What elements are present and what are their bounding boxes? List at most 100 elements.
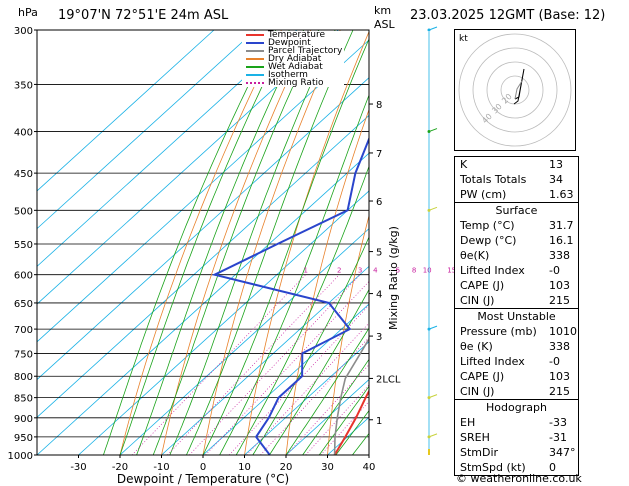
index-row: CIN (J) 215 xyxy=(455,384,578,399)
location-title: 19°07'N 72°51'E 24m ASL xyxy=(58,8,229,23)
index-value: -31 xyxy=(549,431,567,444)
legend-swatch xyxy=(246,58,264,60)
height-unit-label: km xyxy=(374,4,392,17)
surface-section-title: Surface xyxy=(495,204,538,217)
index-key: StmDir xyxy=(460,446,499,459)
index-row: θe(K) 338 xyxy=(455,248,578,263)
index-value: 1.63 xyxy=(549,188,574,201)
isotherm-line xyxy=(202,303,369,455)
x-axis-label: Dewpoint / Temperature (°C) xyxy=(117,472,289,486)
index-key: PW (cm) xyxy=(460,188,507,201)
mixing-ratio-label: 10 xyxy=(423,267,432,275)
isotherm-line xyxy=(78,190,369,455)
pressure-tick-label: 550 xyxy=(14,240,33,251)
pressure-unit-label: hPa xyxy=(18,6,38,19)
index-value: 34 xyxy=(549,173,563,186)
mixing-ratio-line xyxy=(205,280,369,455)
height-tick-label: 5 xyxy=(376,248,382,259)
height-unit-label-asl: ASL xyxy=(374,18,395,31)
wet-adiabat-line xyxy=(219,94,369,455)
legend-swatch xyxy=(246,34,264,36)
legend-label: Isotherm xyxy=(268,70,308,80)
hodograph-trace-light xyxy=(514,80,523,100)
dry-adiabat-line xyxy=(368,447,369,455)
pressure-tick-label: 450 xyxy=(14,169,33,180)
wind-barb-dot xyxy=(427,396,431,400)
wind-barb-dot xyxy=(427,327,431,331)
mixing-ratio-line xyxy=(228,304,369,455)
index-row: StmSpd (kt) 0 xyxy=(455,460,578,475)
height-tick-label: 8 xyxy=(376,100,382,111)
mixing-ratio-label: 2 xyxy=(337,267,341,275)
mixing-ratio-label: 6 xyxy=(395,267,400,275)
legend-item: Parcel Trajectory xyxy=(244,47,342,56)
pressure-tick-label: 650 xyxy=(14,299,33,310)
index-key: θe (K) xyxy=(460,340,493,353)
pressure-tick-label: 350 xyxy=(14,80,33,91)
index-value: 0 xyxy=(549,461,556,474)
chart-legend: Temperature Dewpoint Parcel Trajectory Dry … xyxy=(242,31,345,88)
valid-time-title: 23.03.2025 12GMT (Base: 12) xyxy=(410,8,606,23)
pressure-tick-label: 400 xyxy=(14,128,33,139)
legend-item: Dewpoint xyxy=(244,39,342,48)
series-line-temperature xyxy=(333,389,369,455)
index-value: -0 xyxy=(549,264,560,277)
legend-item: Isotherm xyxy=(244,70,342,80)
index-value: 338 xyxy=(549,340,570,353)
index-key: Lifted Index xyxy=(460,355,525,368)
index-value: 103 xyxy=(549,279,570,292)
index-value: 103 xyxy=(549,370,570,383)
height-tick-label: 4 xyxy=(376,290,382,301)
index-row: CIN (J) 215 xyxy=(455,293,578,308)
index-value: 215 xyxy=(549,385,570,398)
isotherm-line xyxy=(37,30,298,267)
index-value: 16.1 xyxy=(549,234,574,247)
mixing-ratio-label: 4 xyxy=(373,267,378,275)
isotherm-line xyxy=(37,114,369,418)
temperature-tick-label: 30 xyxy=(321,462,334,473)
index-row: K 13 xyxy=(455,157,578,172)
isotherm-line xyxy=(161,265,369,455)
legend-label: Dry Adiabat xyxy=(268,54,322,64)
mixing-ratio-axis-label: Mixing Ratio (g/kg) xyxy=(387,226,400,330)
wet-adiabat-line xyxy=(285,327,369,455)
legend-swatch xyxy=(246,66,264,68)
wet-adiabat-line xyxy=(202,37,369,455)
temperature-tick-label: -20 xyxy=(112,462,128,473)
pressure-tick-label: 950 xyxy=(14,433,33,444)
legend-swatch xyxy=(246,74,264,76)
wet-adiabat-line xyxy=(103,30,277,455)
index-row: Temp (°C) 31.7 xyxy=(455,218,578,233)
wet-adiabat-line xyxy=(269,288,369,455)
index-value: 13 xyxy=(549,158,563,171)
index-value: 215 xyxy=(549,294,570,307)
mixing-ratio-label: 8 xyxy=(412,267,416,275)
index-value: -33 xyxy=(549,416,567,429)
copyright-footer: © weatheronline.co.uk xyxy=(456,472,582,485)
isotherm-line xyxy=(37,30,215,192)
index-key: CIN (J) xyxy=(460,294,495,307)
index-row: CAPE (J) 103 xyxy=(455,278,578,293)
dry-adiabat-line xyxy=(606,30,629,455)
wind-barb-dot xyxy=(427,130,431,134)
isotherm-line xyxy=(37,30,256,230)
height-tick-label: 7 xyxy=(376,149,382,160)
height-tick-label: 3 xyxy=(376,332,382,343)
mixing-ratio-line xyxy=(246,322,369,455)
index-key: θe(K) xyxy=(460,249,490,262)
index-row: StmDir 347° xyxy=(455,445,578,460)
wind-barb-dot xyxy=(427,435,431,439)
isotherm-line xyxy=(244,341,369,455)
wet-adiabat-line xyxy=(252,236,369,455)
wind-barb-dot xyxy=(427,208,431,212)
index-key: StmSpd (kt) xyxy=(460,461,526,474)
wet-adiabat-line xyxy=(302,358,369,455)
dry-adiabat-line xyxy=(202,30,341,455)
height-tick-label: 1 xyxy=(376,416,382,427)
mixing-ratio-label: 3 xyxy=(358,267,362,275)
hodograph-trace xyxy=(513,68,525,105)
legend-label: Wet Adiabat xyxy=(268,62,323,72)
pressure-tick-label: 850 xyxy=(14,394,33,405)
temperature-tick-label: -10 xyxy=(153,462,169,473)
